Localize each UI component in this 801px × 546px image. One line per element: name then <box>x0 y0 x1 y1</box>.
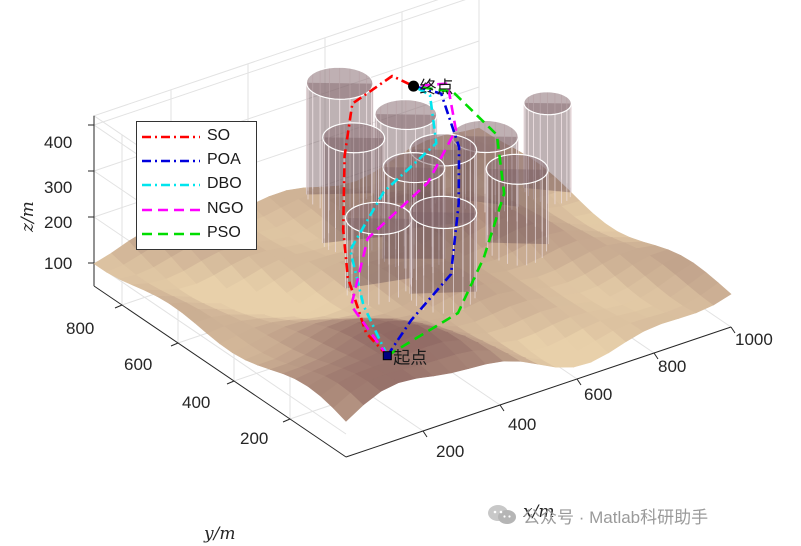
path-pso <box>386 84 506 357</box>
cylinder-top <box>409 195 478 230</box>
cylinder-obstacles <box>305 66 573 314</box>
start-label: 起点 <box>393 349 427 369</box>
y-tick-200: 200 <box>240 429 268 448</box>
cylinder-top <box>485 153 549 185</box>
z-tick-300: 300 <box>44 178 72 197</box>
cylinder-top <box>523 91 573 116</box>
legend-line-dbo <box>142 183 200 187</box>
y-axis-line <box>93 285 347 458</box>
legend-label-ngo: NGO <box>207 200 244 217</box>
end-label: 终点 <box>420 78 454 98</box>
x-tick-mark <box>730 326 736 334</box>
cylinder-top <box>305 66 374 100</box>
path-series <box>341 74 506 357</box>
cylinder-top <box>382 152 446 184</box>
legend-item-dbo: DBO <box>137 174 258 197</box>
x-tick-mark <box>576 378 582 386</box>
axis-ticks: 400 300 200 100 800 600 400 200 200 400 … <box>18 133 773 544</box>
y-tick-mark <box>114 304 123 309</box>
y-tick-mark <box>170 342 179 347</box>
x-tick-800: 800 <box>658 357 686 376</box>
legend-line-ngo <box>142 208 200 212</box>
endpoint-markers: 起点 终点 <box>382 78 454 369</box>
y-tick-400: 400 <box>182 393 210 412</box>
start-marker <box>382 351 392 361</box>
legend-line-pso <box>142 232 200 236</box>
legend-label-dbo: DBO <box>207 175 242 192</box>
x-axis-label: x/m <box>523 502 554 522</box>
z-tick-400: 400 <box>44 133 72 152</box>
z-tick-200: 200 <box>44 213 72 232</box>
cylinder-top <box>374 98 438 131</box>
cylinder-obstacle <box>344 201 413 306</box>
y-tick-800: 800 <box>66 319 94 338</box>
grid-line <box>93 262 347 435</box>
legend: SO POA DBO NGO PSO <box>136 121 257 250</box>
terrain-patch <box>700 282 732 306</box>
grid-line <box>93 0 466 126</box>
path-poa <box>386 84 461 357</box>
path-ngo <box>349 82 458 357</box>
grid-line <box>93 0 439 117</box>
cylinder-obstacle <box>409 195 478 314</box>
legend-item-so: SO <box>137 126 258 149</box>
y-tick-600: 600 <box>124 355 152 374</box>
legend-label-so: SO <box>207 127 231 144</box>
y-tick-mark <box>226 380 235 385</box>
cylinder-top <box>322 122 386 154</box>
x-tick-600: 600 <box>584 385 612 404</box>
z-axis-label: z/m <box>18 201 38 233</box>
z-tick-100: 100 <box>44 254 72 273</box>
x-tick-1000: 1000 <box>735 330 773 349</box>
end-marker <box>408 80 420 92</box>
path-dbo <box>348 84 438 357</box>
legend-label-poa: POA <box>207 151 241 168</box>
legend-line-poa <box>142 159 200 163</box>
legend-item-pso: PSO <box>137 223 258 246</box>
legend-item-poa: POA <box>137 150 258 173</box>
x-tick-mark <box>499 404 505 412</box>
x-tick-mark <box>653 352 659 360</box>
x-tick-400: 400 <box>508 415 536 434</box>
watermark: 公众号 · Matlab科研助手 <box>487 501 708 529</box>
watermark-text: 公众号 · Matlab科研助手 <box>523 507 709 527</box>
y-tick-mark <box>282 418 291 423</box>
legend-label-pso: PSO <box>207 224 241 241</box>
legend-item-ngo: NGO <box>137 199 258 222</box>
x-tick-200: 200 <box>436 442 464 461</box>
x-tick-mark <box>422 430 428 438</box>
cylinder-top <box>344 201 413 236</box>
legend-line-so <box>142 135 200 139</box>
y-axis-label: y/m <box>203 524 235 544</box>
x-axis-line <box>345 326 732 458</box>
wechat-icon <box>488 505 516 524</box>
cylinder-obstacle <box>485 153 549 266</box>
